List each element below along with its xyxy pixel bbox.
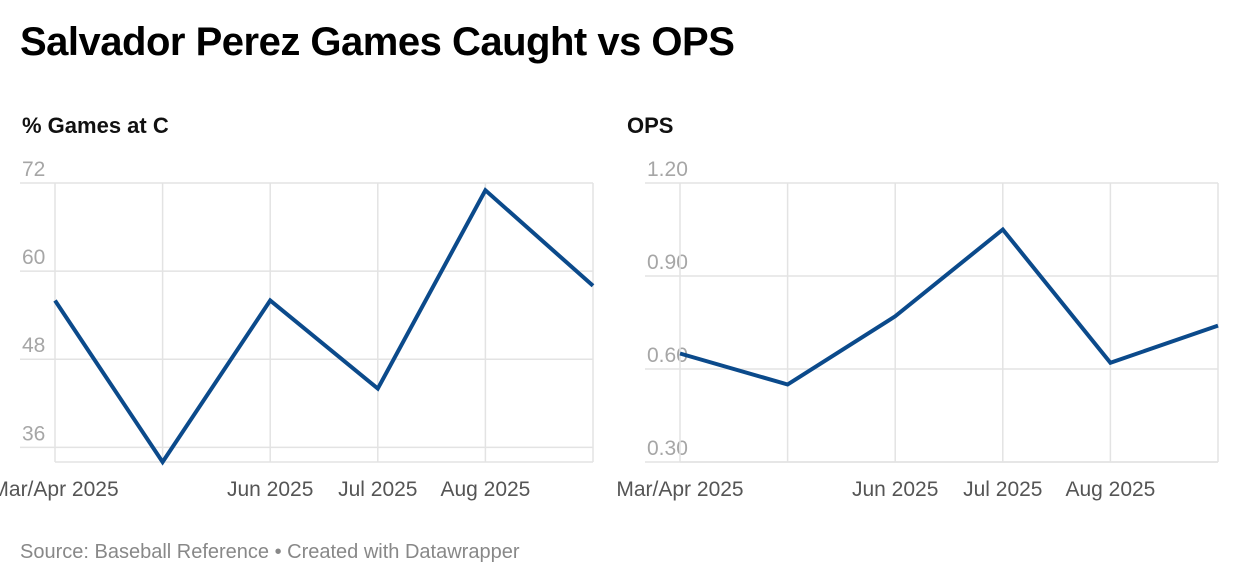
source-note: Source: Baseball Reference • Created wit… bbox=[20, 541, 520, 563]
x-tick-label: Jul 2025 bbox=[963, 478, 1042, 501]
panel-title-ops: OPS bbox=[627, 113, 674, 138]
y-tick-label: 1.20 bbox=[647, 158, 688, 181]
x-tick-label: Aug 2025 bbox=[1065, 478, 1155, 501]
x-tick-label: Mar/Apr 2025 bbox=[0, 478, 119, 501]
y-tick-label: 0.60 bbox=[647, 344, 688, 367]
y-tick-label: 36 bbox=[22, 422, 45, 445]
y-tick-label: 60 bbox=[22, 246, 45, 269]
panel-title-games-at-c: % Games at C bbox=[22, 113, 169, 138]
series-line bbox=[679, 226, 1219, 387]
x-tick-label: Jul 2025 bbox=[338, 478, 417, 501]
x-tick-label: Aug 2025 bbox=[440, 478, 530, 501]
x-tick-label: Mar/Apr 2025 bbox=[616, 478, 743, 501]
series-line bbox=[53, 187, 595, 466]
x-tick-label: Jun 2025 bbox=[227, 478, 313, 501]
y-tick-label: 48 bbox=[22, 334, 45, 357]
y-tick-label: 0.90 bbox=[647, 251, 688, 274]
y-tick-label: 0.30 bbox=[647, 437, 688, 460]
x-tick-label: Jun 2025 bbox=[852, 478, 938, 501]
y-tick-label: 72 bbox=[22, 158, 45, 181]
chart-title: Salvador Perez Games Caught vs OPS bbox=[20, 20, 735, 64]
